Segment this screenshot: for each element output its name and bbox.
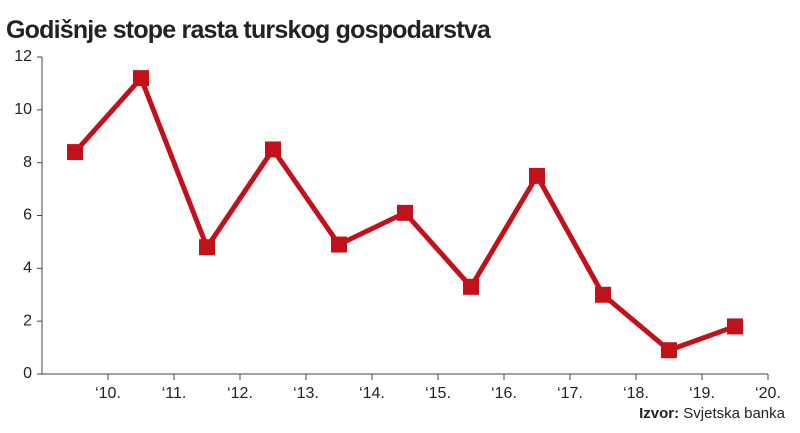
marker [727,318,743,335]
marker [199,239,215,256]
marker [529,167,545,184]
y-tick-label: 4 [23,260,32,277]
y-tick-label: 12 [14,48,32,65]
marker [331,236,347,253]
x-tick-label: ‘18. [623,385,649,402]
marker [463,278,479,295]
x-tick-label: ‘19. [689,385,715,402]
y-tick-label: 6 [23,207,32,224]
x-tick-label: ‘15. [425,385,451,402]
source-label: Izvor: [639,405,679,422]
marker [265,141,281,158]
x-tick-label: ‘14. [359,385,385,402]
marker [133,70,149,87]
source: Izvor: Svjetska banka [639,405,786,422]
marker [67,144,83,161]
x-tick-label: ‘13. [293,385,319,402]
y-tick-label: 10 [14,101,32,118]
source-text: Svjetska banka [683,405,785,422]
marker [661,342,677,359]
marker [595,286,611,303]
marker [397,204,413,221]
x-tick-label: ‘11. [162,385,187,402]
x-tick-label: ‘10. [95,385,121,402]
x-tick-label: ‘20. [755,385,781,402]
x-tick-label: ‘12. [227,385,253,402]
y-tick-label: 8 [23,154,32,171]
x-tick-label: ‘17. [557,385,583,402]
x-tick-label: ‘16. [491,385,517,402]
y-tick-label: 2 [23,312,32,329]
y-tick-label: 0 [23,365,32,382]
chart-title: Godišnje stope rasta turskog gospodarstv… [6,16,492,44]
